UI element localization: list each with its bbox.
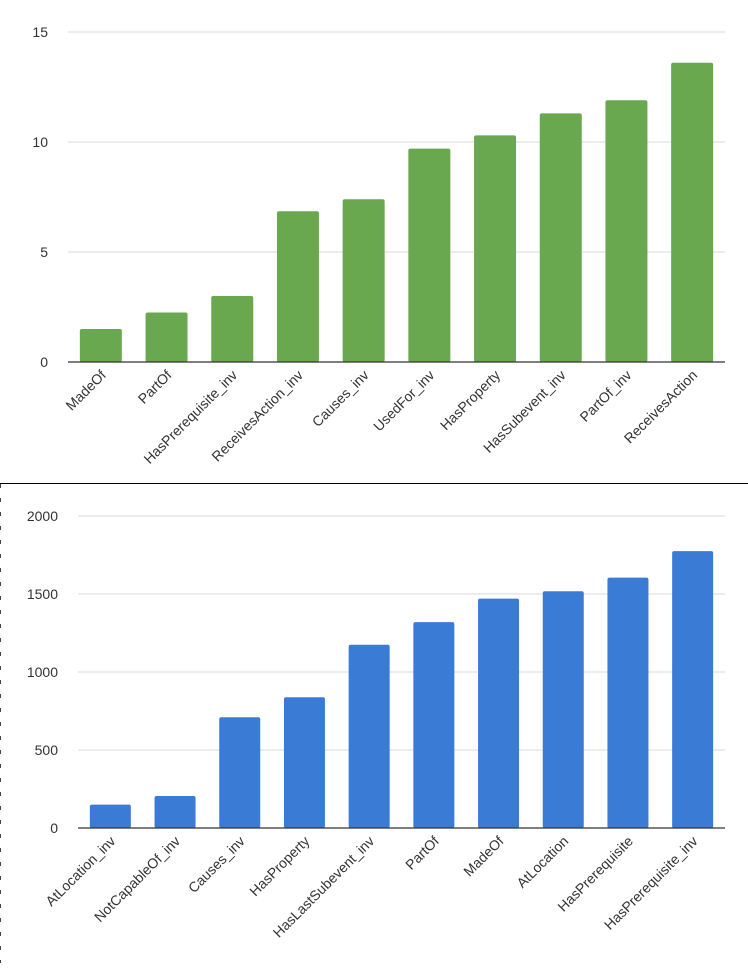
bottom-x-tick-label: MadeOf	[460, 833, 507, 880]
top-bar-madeof	[79, 329, 122, 362]
top-x-tick-label: PartOf	[135, 367, 175, 407]
bottom-x-tick-label: HasProperty	[246, 833, 312, 899]
bottom-bar-haslastsubevent-inv	[348, 644, 390, 828]
top-y-tick-label: 0	[40, 354, 48, 370]
bottom-bar-partof	[413, 622, 455, 828]
bottom-x-tick-label: PartOf	[402, 833, 442, 873]
top-x-tick-label: UsedFor_inv	[370, 367, 437, 434]
top-bar-hasprerequisite-inv	[211, 296, 254, 362]
top-bar-hasproperty	[474, 135, 517, 362]
top-x-tick-label: PartOf_inv	[576, 367, 634, 425]
top-x-tick-label: Causes_inv	[309, 367, 372, 430]
chart-bottom: 0 500 1000 1500 2000 AtLocation_inv NotCapable…	[0, 484, 748, 963]
bottom-bar-hasproperty	[283, 697, 325, 828]
left-dashed-edge	[0, 484, 1, 963]
top-bar-causes-inv	[342, 199, 385, 362]
bottom-bar-causes-inv	[219, 717, 261, 828]
top-y-tick-label: 15	[32, 24, 48, 40]
bottom-x-tick-label: Causes_inv	[185, 833, 248, 896]
bottom-bar-hasprerequisite-inv	[672, 551, 714, 828]
bottom-x-tick-label: AtLocation	[513, 833, 571, 891]
top-bar-hassubevent-inv	[539, 113, 582, 363]
chart-bottom-svg: 0500100015002000AtLocation_invNotCapable…	[27, 508, 725, 940]
bottom-y-tick-label: 0	[50, 820, 58, 836]
top-x-tick-label: HasProperty	[437, 367, 503, 433]
bottom-bar-hasprerequisite	[607, 577, 649, 828]
top-bar-receivesaction	[671, 62, 714, 363]
bottom-bar-madeof	[478, 598, 520, 828]
bottom-y-tick-label: 500	[35, 742, 59, 758]
bottom-bar-notcapableof-inv	[154, 796, 196, 828]
top-x-tick-label: MadeOf	[62, 367, 109, 414]
chart-divider	[0, 483, 748, 484]
bottom-y-tick-label: 1000	[27, 664, 58, 680]
bottom-y-tick-label: 1500	[27, 586, 58, 602]
bottom-bar-atlocation	[542, 591, 584, 828]
top-bar-partof	[145, 312, 188, 362]
bottom-bar-atlocation-inv	[89, 804, 131, 828]
top-y-tick-label: 10	[32, 134, 48, 150]
top-bar-receivesaction-inv	[276, 211, 319, 362]
chart-top: 0 5 10 15 MadeOf PartOf HasPrerequisite_inv Rec…	[0, 0, 748, 483]
bottom-y-tick-label: 2000	[27, 508, 58, 524]
top-bar-usedfor-inv	[408, 148, 451, 362]
top-bar-partof-inv	[605, 100, 648, 362]
top-y-tick-label: 5	[40, 244, 48, 260]
